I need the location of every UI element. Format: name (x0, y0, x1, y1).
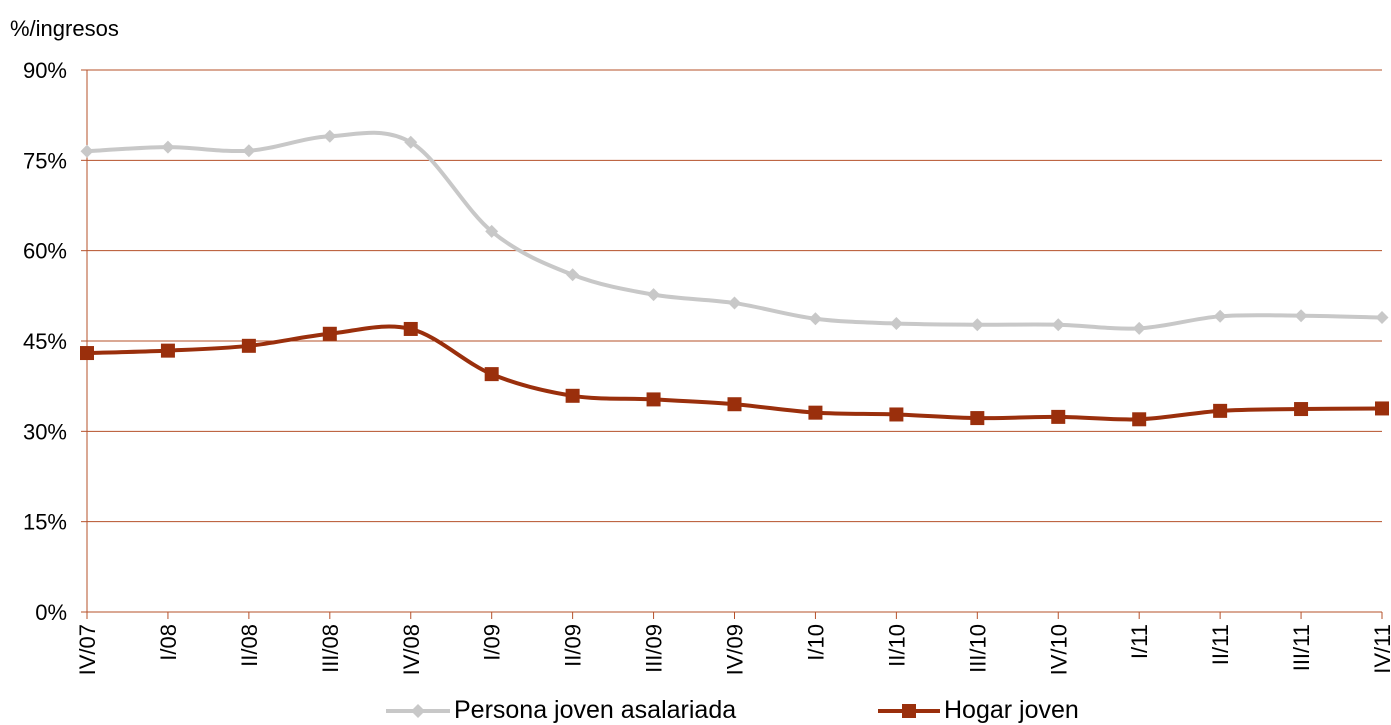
x-tick-label: I/11 (1127, 624, 1152, 659)
data-point-diamond (485, 224, 499, 238)
data-point-square (403, 321, 418, 336)
x-tick-label: IV/10 (1046, 624, 1071, 675)
legend-item-persona-joven: Persona joven asalariada (386, 696, 736, 725)
data-point-diamond (1213, 309, 1227, 323)
y-tick-label: 0% (35, 600, 67, 625)
line-chart: 0% 15% 30% 45% 60% 75% 90% IV/07 I/08 II/08 III/0… (23, 58, 1391, 675)
x-tick-label: III/09 (642, 624, 667, 673)
data-point-square (1132, 412, 1147, 427)
x-tick-label: IV/09 (723, 624, 748, 675)
square-marker-icon (878, 703, 940, 718)
data-point-square (484, 367, 499, 382)
data-point-diamond (647, 288, 661, 302)
data-point-diamond (1294, 309, 1308, 323)
data-point-square (1213, 403, 1228, 418)
data-point-diamond (889, 317, 903, 331)
x-tick-label: IV/08 (399, 624, 424, 675)
data-point-diamond (1375, 311, 1389, 325)
data-point-square (646, 392, 661, 407)
data-point-diamond (323, 129, 337, 143)
x-tick-label: IV/07 (75, 624, 100, 675)
data-point-square (80, 346, 94, 361)
data-point-diamond (161, 140, 175, 154)
data-point-diamond (566, 268, 580, 282)
x-tick-labels: IV/07 I/08 II/08 III/08 IV/08 I/09 II/09 III/09… (75, 624, 1391, 675)
legend-item-hogar-joven: Hogar joven (878, 696, 1079, 725)
legend: Persona joven asalariada Hogar joven (0, 696, 1391, 724)
x-tick-label: II/11 (1208, 624, 1233, 665)
data-point-square (727, 397, 742, 412)
data-point-square (1375, 401, 1389, 416)
data-point-square (241, 338, 256, 353)
data-point-square (1051, 409, 1066, 424)
data-point-diamond (80, 144, 94, 158)
x-tick-label: I/10 (803, 624, 828, 661)
data-point-square (808, 405, 823, 420)
y-axis-unit-label: %/ingresos (10, 16, 119, 41)
axes (81, 69, 1383, 619)
gridlines (87, 69, 1382, 523)
legend-label-persona-joven: Persona joven asalariada (454, 696, 737, 724)
data-point-square (1294, 402, 1309, 417)
data-point-diamond (1132, 321, 1146, 335)
series-group (80, 129, 1389, 427)
data-point-square (889, 407, 904, 422)
x-tick-label: II/09 (561, 624, 586, 667)
data-point-square (322, 326, 337, 341)
data-point-diamond (242, 144, 256, 158)
y-tick-label: 90% (23, 58, 67, 83)
y-tick-label: 75% (23, 148, 67, 173)
y-tick-label: 60% (23, 239, 67, 264)
data-point-diamond (404, 135, 418, 149)
data-point-square (160, 343, 175, 358)
series-line-1 (85, 130, 1384, 331)
x-tick-label: III/08 (318, 624, 343, 673)
legend-label-hogar-joven: Hogar joven (944, 696, 1079, 724)
y-tick-labels: 0% 15% 30% 45% 60% 75% 90% (23, 58, 67, 625)
x-tick-label: IV/11 (1370, 624, 1391, 674)
data-point-diamond (808, 312, 822, 326)
x-tick-label: II/10 (884, 624, 909, 667)
data-point-diamond (970, 318, 984, 332)
x-tick-label: I/09 (480, 624, 505, 661)
data-point-diamond (728, 296, 741, 310)
x-tick-label: III/11 (1289, 624, 1314, 671)
y-tick-label: 45% (23, 329, 67, 354)
data-point-square (565, 388, 580, 403)
data-point-square (970, 411, 985, 426)
x-tick-label: I/08 (156, 624, 181, 661)
x-tick-label: II/08 (237, 624, 262, 667)
diamond-marker-icon (386, 703, 450, 718)
data-point-diamond (1051, 318, 1065, 332)
x-tick-label: III/10 (965, 624, 990, 673)
y-tick-label: 30% (23, 419, 67, 444)
y-tick-label: 15% (23, 510, 67, 535)
